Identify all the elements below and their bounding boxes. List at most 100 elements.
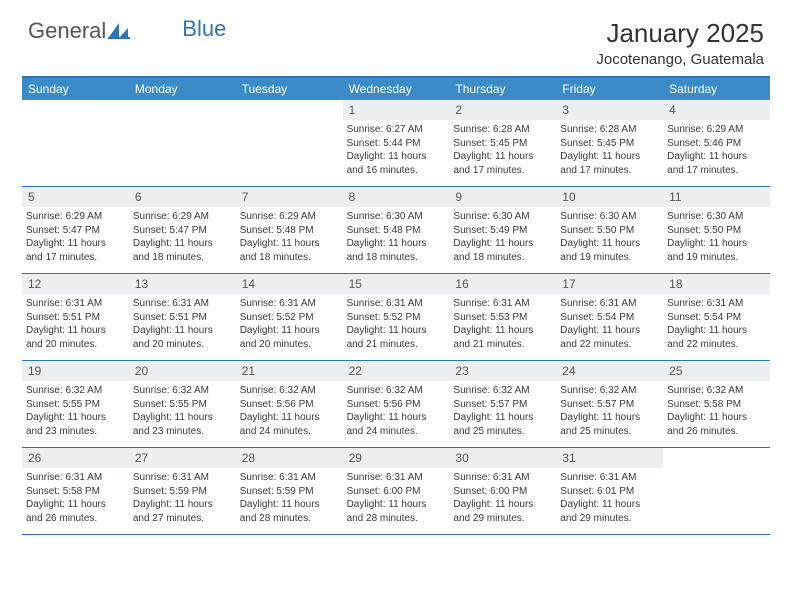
- day-of-week-label: Thursday: [449, 78, 556, 100]
- calendar-cell: 29Sunrise: 6:31 AMSunset: 6:00 PMDayligh…: [343, 448, 450, 534]
- daylight-text: Daylight: 11 hours: [667, 411, 766, 425]
- daylight-text: and 18 minutes.: [133, 251, 232, 265]
- calendar-cell: 10Sunrise: 6:30 AMSunset: 5:50 PMDayligh…: [556, 187, 663, 273]
- day-of-week-label: Monday: [129, 78, 236, 100]
- daylight-text: and 25 minutes.: [560, 425, 659, 439]
- day-number: 3: [556, 100, 663, 120]
- calendar-cell: 20Sunrise: 6:32 AMSunset: 5:55 PMDayligh…: [129, 361, 236, 447]
- calendar-cell: 7Sunrise: 6:29 AMSunset: 5:48 PMDaylight…: [236, 187, 343, 273]
- sunset-text: Sunset: 5:54 PM: [560, 311, 659, 325]
- sunset-text: Sunset: 5:57 PM: [560, 398, 659, 412]
- day-number: 15: [343, 274, 450, 294]
- calendar-cell: 9 Sunrise: 6:30 AMSunset: 5:49 PMDaylight…: [449, 187, 556, 273]
- daylight-text: and 28 minutes.: [347, 512, 446, 526]
- daylight-text: Daylight: 11 hours: [240, 411, 339, 425]
- daylight-text: and 26 minutes.: [26, 512, 125, 526]
- day-number: 1: [343, 100, 450, 120]
- day-of-week-label: Tuesday: [236, 78, 343, 100]
- sunrise-text: Sunrise: 6:30 AM: [560, 210, 659, 224]
- day-number: 9: [449, 187, 556, 207]
- day-number: 18: [663, 274, 770, 294]
- calendar-cell-empty: [663, 448, 770, 534]
- daylight-text: Daylight: 11 hours: [26, 237, 125, 251]
- daylight-text: and 20 minutes.: [26, 338, 125, 352]
- calendar-cell: 27Sunrise: 6:31 AMSunset: 5:59 PMDayligh…: [129, 448, 236, 534]
- sunrise-text: Sunrise: 6:31 AM: [133, 471, 232, 485]
- day-of-week-label: Friday: [556, 78, 663, 100]
- sunset-text: Sunset: 5:52 PM: [347, 311, 446, 325]
- sunset-text: Sunset: 5:56 PM: [347, 398, 446, 412]
- day-number: 19: [22, 361, 129, 381]
- daylight-text: Daylight: 11 hours: [240, 324, 339, 338]
- calendar-week-row: 26Sunrise: 6:31 AMSunset: 5:58 PMDayligh…: [22, 448, 770, 535]
- daylight-text: Daylight: 11 hours: [240, 237, 339, 251]
- sunrise-text: Sunrise: 6:28 AM: [453, 123, 552, 137]
- sunset-text: Sunset: 5:49 PM: [453, 224, 552, 238]
- day-number: [236, 100, 343, 120]
- day-number: 22: [343, 361, 450, 381]
- sunrise-text: Sunrise: 6:31 AM: [347, 471, 446, 485]
- sunrise-text: Sunrise: 6:31 AM: [133, 297, 232, 311]
- sunrise-text: Sunrise: 6:31 AM: [453, 297, 552, 311]
- day-number: 26: [22, 448, 129, 468]
- daylight-text: and 29 minutes.: [560, 512, 659, 526]
- daylight-text: and 24 minutes.: [240, 425, 339, 439]
- calendar-cell: 15Sunrise: 6:31 AMSunset: 5:52 PMDayligh…: [343, 274, 450, 360]
- calendar-cell: 28Sunrise: 6:31 AMSunset: 5:59 PMDayligh…: [236, 448, 343, 534]
- day-number: 25: [663, 361, 770, 381]
- sunset-text: Sunset: 5:48 PM: [347, 224, 446, 238]
- sunrise-text: Sunrise: 6:31 AM: [560, 471, 659, 485]
- sunset-text: Sunset: 5:57 PM: [453, 398, 552, 412]
- day-of-week-label: Sunday: [22, 78, 129, 100]
- day-number: 17: [556, 274, 663, 294]
- sunrise-text: Sunrise: 6:32 AM: [26, 384, 125, 398]
- sunrise-text: Sunrise: 6:32 AM: [347, 384, 446, 398]
- day-number: 7: [236, 187, 343, 207]
- calendar-cell: 1Sunrise: 6:27 AMSunset: 5:44 PMDaylight…: [343, 100, 450, 186]
- daylight-text: Daylight: 11 hours: [453, 324, 552, 338]
- day-number: 10: [556, 187, 663, 207]
- daylight-text: Daylight: 11 hours: [453, 237, 552, 251]
- sunrise-text: Sunrise: 6:31 AM: [240, 297, 339, 311]
- daylight-text: Daylight: 11 hours: [560, 237, 659, 251]
- calendar-cell: 22Sunrise: 6:32 AMSunset: 5:56 PMDayligh…: [343, 361, 450, 447]
- daylight-text: and 22 minutes.: [560, 338, 659, 352]
- calendar-cell: 19Sunrise: 6:32 AMSunset: 5:55 PMDayligh…: [22, 361, 129, 447]
- title-block: January 2025 Jocotenango, Guatemala: [596, 18, 764, 68]
- day-number: 23: [449, 361, 556, 381]
- daylight-text: and 17 minutes.: [667, 164, 766, 178]
- calendar-cell: 31Sunrise: 6:31 AMSunset: 6:01 PMDayligh…: [556, 448, 663, 534]
- sunrise-text: Sunrise: 6:29 AM: [133, 210, 232, 224]
- daylight-text: and 16 minutes.: [347, 164, 446, 178]
- daylight-text: and 23 minutes.: [26, 425, 125, 439]
- location-label: Jocotenango, Guatemala: [596, 51, 764, 68]
- sunrise-text: Sunrise: 6:30 AM: [667, 210, 766, 224]
- day-number: 12: [22, 274, 129, 294]
- sunrise-text: Sunrise: 6:30 AM: [453, 210, 552, 224]
- day-number: 6: [129, 187, 236, 207]
- daylight-text: Daylight: 11 hours: [560, 150, 659, 164]
- sunset-text: Sunset: 5:47 PM: [26, 224, 125, 238]
- calendar-week-row: 12 Sunrise: 6:31 AM Sunset: 5:51 PM Dayligh…: [22, 274, 770, 361]
- day-number: 8: [343, 187, 450, 207]
- daylight-text: and 21 minutes.: [347, 338, 446, 352]
- calendar-week-row: 1Sunrise: 6:27 AMSunset: 5:44 PMDaylight…: [22, 100, 770, 187]
- sunset-text: Sunset: 5:58 PM: [26, 485, 125, 499]
- sunrise-text: Sunrise: 6:31 AM: [453, 471, 552, 485]
- sunrise-text: Sunrise: 6:31 AM: [26, 471, 125, 485]
- sunset-text: Sunset: 5:47 PM: [133, 224, 232, 238]
- sunset-text: Sunset: 5:51 PM: [26, 311, 125, 325]
- daylight-text: Daylight: 11 hours: [453, 411, 552, 425]
- daylight-text: Daylight: 11 hours: [133, 324, 232, 338]
- day-number: 20: [129, 361, 236, 381]
- sunrise-text: Sunrise: 6:28 AM: [560, 123, 659, 137]
- daylight-text: Daylight: 11 hours: [453, 150, 552, 164]
- sunset-text: Sunset: 5:45 PM: [453, 137, 552, 151]
- month-title: January 2025: [596, 18, 764, 49]
- sunrise-text: Sunrise: 6:27 AM: [347, 123, 446, 137]
- sunset-text: Sunset: 6:00 PM: [453, 485, 552, 499]
- daylight-text: Daylight: 11 hours: [26, 411, 125, 425]
- calendar-week-row: 19Sunrise: 6:32 AMSunset: 5:55 PMDayligh…: [22, 361, 770, 448]
- sunrise-text: Sunrise: 6:32 AM: [453, 384, 552, 398]
- daylight-text: and 24 minutes.: [347, 425, 446, 439]
